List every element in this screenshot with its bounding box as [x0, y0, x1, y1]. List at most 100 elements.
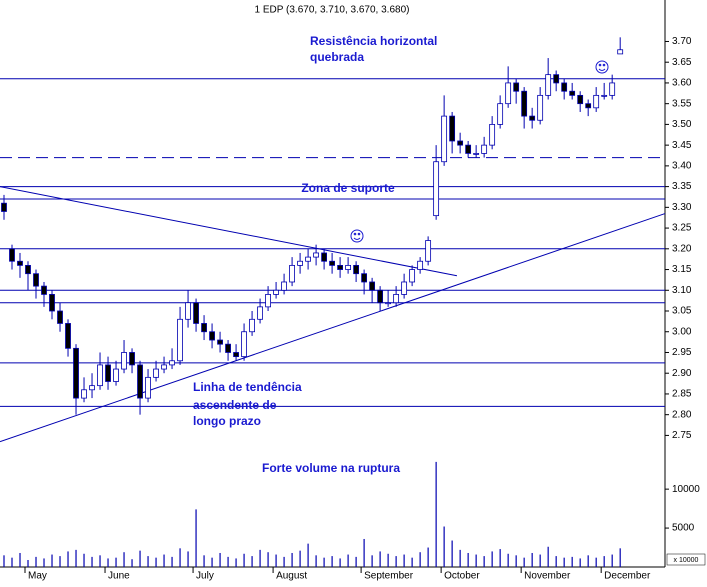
- volume-bar: [131, 559, 133, 567]
- candle-body: [489, 124, 496, 146]
- y-tick-label: 2.85: [672, 389, 692, 400]
- annotation: Forte volume na ruptura: [262, 461, 400, 475]
- volume-bar: [83, 553, 85, 567]
- candle-body: [433, 161, 440, 217]
- candle-body: [137, 364, 143, 399]
- x-tick-label: August: [276, 571, 307, 582]
- candle-body: [473, 153, 480, 155]
- volume-unit-box: [666, 553, 706, 566]
- candle-body: [521, 90, 528, 117]
- y-tick-label: 3.55: [672, 98, 692, 109]
- candle-body: [305, 256, 311, 262]
- volume-bar: [219, 552, 221, 567]
- volume-bar: [443, 526, 445, 567]
- y-tick-label: 3.70: [672, 36, 692, 47]
- volume-bar: [579, 558, 581, 567]
- y-tick-label: 3.20: [672, 243, 692, 254]
- y-tick-label: 3.35: [672, 181, 692, 192]
- volume-bar: [547, 546, 549, 567]
- candle-body: [425, 240, 432, 262]
- volume-bar: [299, 550, 301, 567]
- annotation: Zona de suporte: [301, 181, 395, 195]
- candle-body: [457, 140, 464, 146]
- volume-bar: [115, 557, 117, 567]
- candle-body: [185, 302, 191, 320]
- candle-body: [441, 115, 448, 163]
- volume-bar: [427, 547, 429, 567]
- candle-body: [49, 294, 55, 312]
- y-tick-label: 3.30: [672, 202, 692, 213]
- x-tick-label: May: [28, 571, 47, 582]
- volume-bar: [107, 558, 109, 567]
- candle-body: [81, 389, 87, 399]
- candle-body: [601, 94, 608, 97]
- volume-bar: [619, 548, 621, 567]
- y-tick-label: 3.65: [672, 57, 692, 68]
- candle-body: [193, 302, 199, 324]
- volume-bar: [595, 557, 597, 567]
- annotation: Resistência horizontal: [310, 34, 437, 48]
- y-tick-label: 3.50: [672, 119, 692, 130]
- volume-bar: [379, 551, 381, 567]
- candle-body: [505, 82, 512, 105]
- candle-body: [105, 364, 111, 382]
- x-tick-label: July: [196, 571, 214, 582]
- volume-bar: [483, 556, 485, 567]
- y-tick-label: 2.95: [672, 347, 692, 358]
- volume-bar: [499, 549, 501, 567]
- volume-bar: [11, 557, 13, 567]
- volume-bar: [355, 556, 357, 567]
- smiley: [595, 60, 609, 74]
- x-tick-label: December: [604, 571, 651, 582]
- volume-bar: [347, 554, 349, 567]
- candle-body: [129, 352, 135, 366]
- volume-bar: [91, 556, 93, 567]
- volume-bar: [99, 555, 101, 567]
- volume-bar: [363, 538, 365, 567]
- candle-body: [153, 368, 159, 378]
- candle-body: [89, 385, 95, 391]
- volume-bar: [139, 550, 141, 567]
- smiley: [350, 229, 364, 243]
- candle-body: [481, 144, 488, 154]
- candle-body: [113, 368, 119, 382]
- candle-body: [17, 260, 23, 266]
- candle-body: [225, 343, 231, 353]
- volume-bar: [75, 549, 77, 567]
- annotation: Linha de tendência: [193, 380, 302, 394]
- volume-bar: [603, 556, 605, 567]
- candle-body: [1, 202, 7, 212]
- volume-bar: [51, 554, 53, 567]
- candle-body: [561, 82, 568, 92]
- volume-bar: [155, 557, 157, 567]
- volume-bar: [491, 551, 493, 567]
- volume-bar: [59, 556, 61, 567]
- candle-body: [553, 74, 560, 84]
- candle-body: [297, 260, 303, 266]
- volume-bar: [203, 555, 205, 567]
- candle-body: [353, 264, 360, 275]
- candle-body: [313, 252, 319, 258]
- volume-unit: x 10000: [674, 557, 699, 564]
- candle-body: [465, 144, 472, 154]
- candle-body: [265, 294, 271, 308]
- annotation: quebrada: [310, 50, 364, 64]
- volume-bar: [467, 552, 469, 567]
- candle-body: [233, 352, 239, 358]
- volume-bar: [211, 557, 213, 567]
- volume-bar: [371, 555, 373, 567]
- candle-body: [329, 260, 335, 266]
- annotation: ascendente de: [193, 398, 277, 412]
- candle-body: [585, 103, 592, 109]
- y-tick-label: 2.90: [672, 368, 692, 379]
- candle-body: [545, 74, 552, 96]
- volume-bar: [67, 551, 69, 567]
- candle-body: [97, 364, 103, 387]
- volume-bar: [179, 548, 181, 567]
- candle-body: [169, 360, 175, 366]
- volume-bar: [331, 556, 333, 567]
- candle-body: [281, 281, 287, 291]
- candle-body: [401, 281, 408, 295]
- volume-bar: [403, 554, 405, 567]
